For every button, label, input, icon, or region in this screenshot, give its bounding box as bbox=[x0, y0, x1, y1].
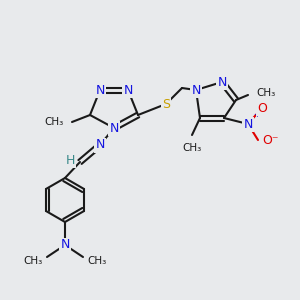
Text: CH₃: CH₃ bbox=[182, 143, 202, 153]
Text: N: N bbox=[95, 83, 105, 97]
Text: H: H bbox=[65, 154, 75, 166]
Text: N: N bbox=[217, 76, 227, 88]
Text: +: + bbox=[253, 110, 260, 119]
Text: S: S bbox=[162, 98, 170, 110]
Text: CH₃: CH₃ bbox=[87, 256, 106, 266]
Text: N: N bbox=[123, 83, 133, 97]
Text: O: O bbox=[257, 101, 267, 115]
Text: N: N bbox=[95, 139, 105, 152]
Text: CH₃: CH₃ bbox=[45, 117, 64, 127]
Text: N: N bbox=[109, 122, 119, 134]
Text: N: N bbox=[191, 83, 201, 97]
Text: CH₃: CH₃ bbox=[256, 88, 275, 98]
Text: N: N bbox=[60, 238, 70, 251]
Text: N: N bbox=[243, 118, 253, 130]
Text: O⁻: O⁻ bbox=[262, 134, 278, 146]
Text: CH₃: CH₃ bbox=[24, 256, 43, 266]
